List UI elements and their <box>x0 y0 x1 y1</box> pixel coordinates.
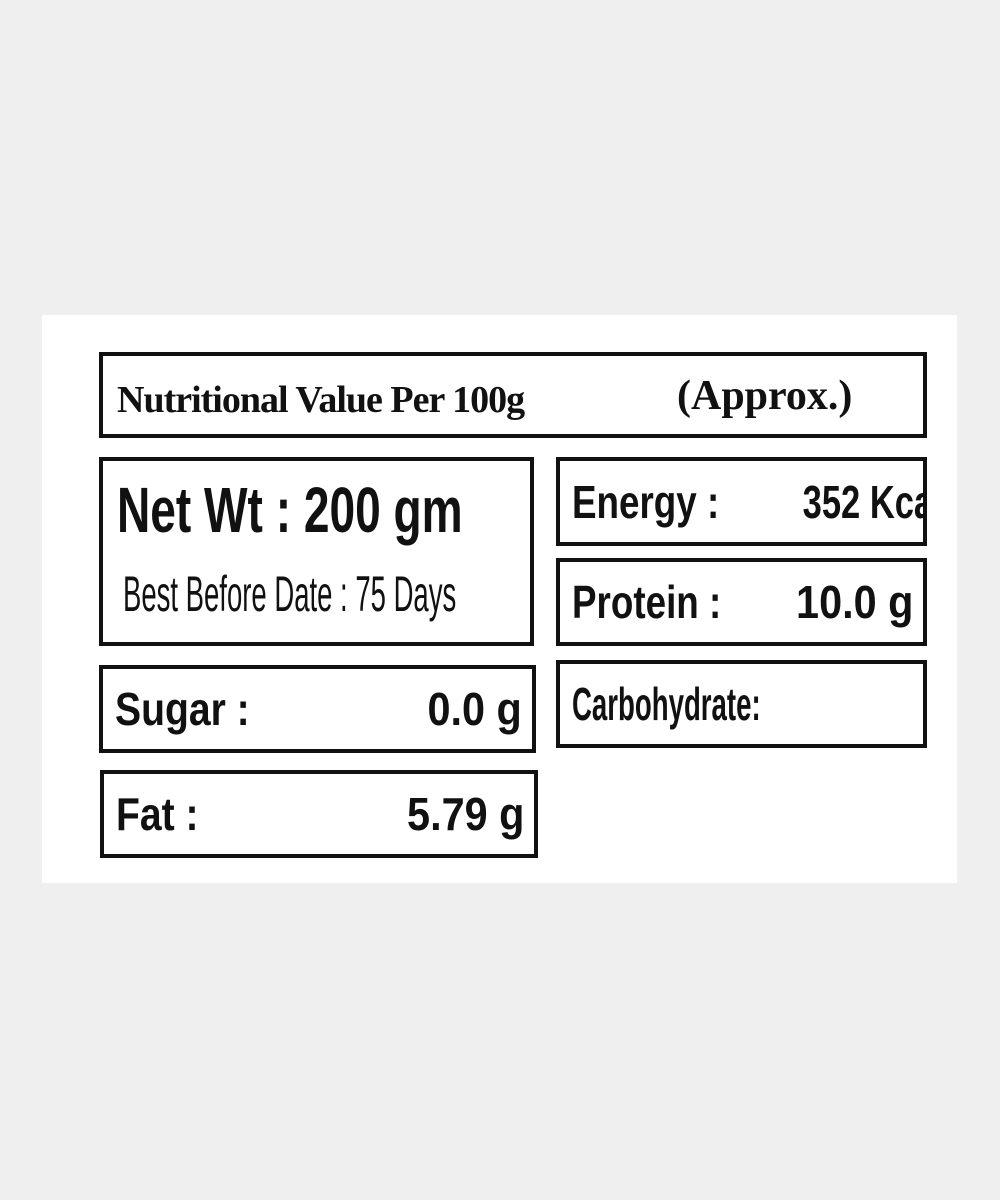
nutrient-row: Protein : 10.0 g <box>560 562 923 642</box>
nutrient-box: Sugar : 0.0 g <box>99 665 536 753</box>
nutrient-label: Fat : <box>116 788 199 840</box>
net-weight: Net Wt : 200 gm <box>117 474 463 546</box>
nutrient-box: Protein : 10.0 g <box>556 558 927 646</box>
nutrient-value: 352 Kcal <box>802 475 923 528</box>
nutrient-value: 10.0 g <box>795 576 913 628</box>
nutrient-label: Sugar : <box>115 683 250 735</box>
nutrient-box: Energy : 352 Kcal <box>556 457 927 546</box>
nutrient-row: Fat : 5.79 g <box>104 774 534 854</box>
nutrient-label: Protein : <box>572 576 722 628</box>
header-note: (Approx.) <box>677 373 853 419</box>
header-box: Nutritional Value Per 100g (Approx.) <box>99 352 927 438</box>
nutrient-value: 0.0 g <box>427 683 522 735</box>
nutrient-label: Energy : <box>572 475 720 528</box>
nutrient-row: Energy : 352 Kcal <box>560 461 923 542</box>
nutrient-box: Carbohydrate:35.67 g <box>556 660 927 748</box>
nutrient-row: Sugar : 0.0 g <box>103 669 532 749</box>
best-before: Best Before Date : 75 Days <box>123 566 457 622</box>
nutrient-row: Carbohydrate:35.67 g <box>560 664 923 744</box>
net-box: Net Wt : 200 gm Best Before Date : 75 Da… <box>99 457 534 646</box>
nutrient-value: 5.79 g <box>406 788 524 840</box>
header-title: Nutritional Value Per 100g <box>117 379 525 421</box>
nutrient-label: Carbohydrate: <box>572 678 761 730</box>
nutrient-box: Fat : 5.79 g <box>100 770 538 858</box>
